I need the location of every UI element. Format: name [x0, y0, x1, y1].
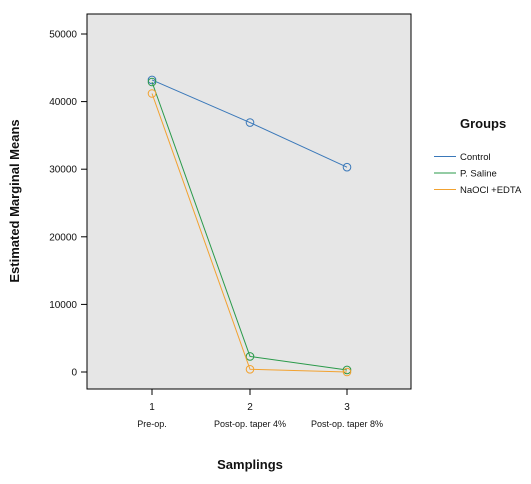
series-line — [151, 93, 348, 373]
series-naocl-edta — [147, 89, 352, 377]
data-point — [245, 364, 255, 374]
x-tick-label: 2 — [247, 402, 253, 413]
legend: Groups Control P. Saline NaOCl +EDTA — [434, 116, 522, 196]
data-point — [147, 89, 157, 98]
y-tick-label: 30000 — [49, 165, 77, 176]
x-axis-title: Samplings — [217, 457, 283, 472]
data-point — [342, 367, 352, 377]
y-tick-label: 50000 — [49, 30, 77, 41]
x-category-label: Pre-op. — [137, 419, 167, 429]
x-category-label: Post-op. taper 8% — [311, 419, 383, 429]
x-axis: 1 Pre-op. 2 Post-op. taper 4% 3 Post-op. tape… — [137, 389, 383, 429]
legend-label: Control — [460, 152, 491, 163]
series-line — [151, 81, 348, 371]
y-tick-label: 40000 — [49, 97, 77, 108]
y-axis: 0 10000 20000 30000 40000 50000 — [49, 30, 87, 379]
plot-area — [86, 13, 412, 390]
series-line — [151, 79, 348, 168]
legend-item-control: Control — [434, 152, 491, 163]
data-point — [147, 77, 157, 87]
legend-item-naocl-edta: NaOCl +EDTA — [434, 185, 522, 196]
legend-item-p-saline: P. Saline — [434, 169, 497, 180]
legend-label: NaOCl +EDTA — [460, 185, 522, 196]
data-point — [245, 118, 255, 127]
data-point — [245, 352, 255, 361]
series-p-saline — [147, 77, 352, 375]
y-tick-label: 10000 — [49, 300, 77, 311]
series-layer — [147, 75, 352, 377]
x-tick-label: 1 — [149, 402, 155, 413]
data-point — [342, 365, 352, 375]
y-axis-title: Estimated Marginal Means — [7, 119, 22, 282]
x-tick-label: 3 — [344, 402, 350, 413]
legend-label: P. Saline — [460, 169, 497, 180]
series-control — [147, 75, 352, 172]
y-tick-label: 20000 — [49, 232, 77, 243]
data-point — [147, 75, 157, 85]
x-category-label: Post-op. taper 4% — [214, 419, 286, 429]
data-point — [342, 162, 352, 172]
y-tick-label: 0 — [71, 368, 77, 379]
legend-title: Groups — [460, 116, 506, 131]
